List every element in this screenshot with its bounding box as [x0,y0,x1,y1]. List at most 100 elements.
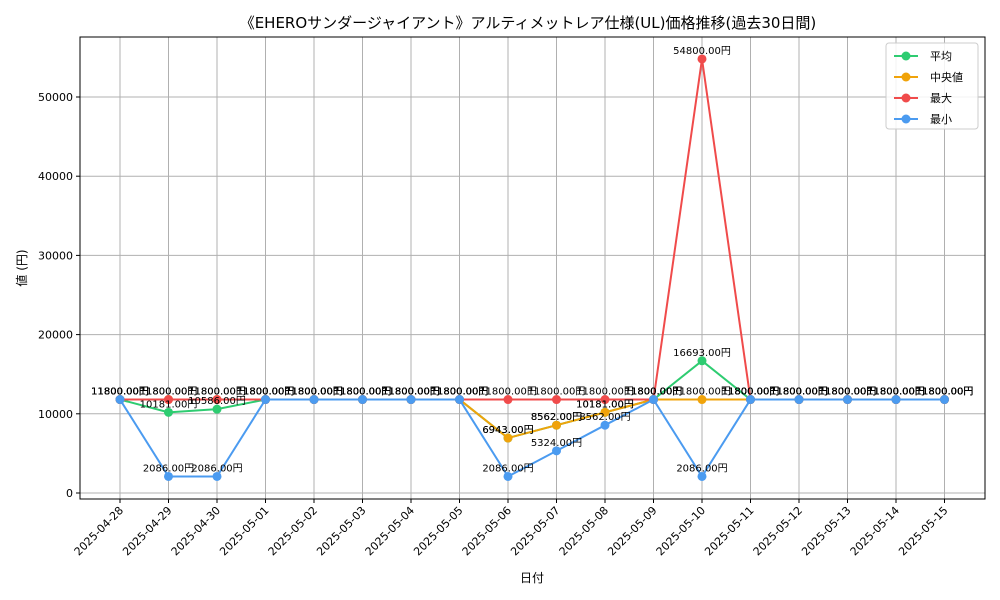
x-tick-label: 2025-05-03 [314,504,368,558]
data-label: 2086.00円 [191,463,242,474]
data-point [164,407,173,417]
data-label: 11800.00円 [625,387,683,398]
y-tick-label: 0 [66,487,73,500]
data-label: 11800.00円 [819,387,877,398]
data-label: 11800.00円 [770,387,828,398]
data-label: 11800.00円 [819,387,877,398]
legend-label: 最小 [930,113,952,126]
data-label: 11800.00円 [916,387,974,398]
data-point [697,54,707,64]
data-label: 11800.00円 [334,387,392,398]
data-point [358,395,367,405]
data-label: 8562.00円 [531,412,582,423]
data-label: 11800.00円 [867,387,925,398]
x-tick-label: 2025-04-28 [72,504,126,558]
data-label: 11800.00円 [334,387,392,398]
x-tick-label: 2025-05-04 [363,504,417,558]
data-label: 10181.00円 [576,399,634,410]
data-label: 11800.00円 [867,387,925,398]
data-point [600,420,610,430]
data-point [697,471,707,481]
series-3 [115,395,949,481]
data-label: 11800.00円 [673,387,731,398]
data-label: 10586.00円 [188,396,246,407]
x-tick-label: 2025-05-10 [654,504,708,558]
x-tick-label: 2025-05-01 [217,504,271,558]
y-tick-label: 20000 [38,329,73,342]
data-label: 11800.00円 [625,387,683,398]
data-point [455,395,464,405]
data-label: 11800.00円 [285,387,343,398]
legend-label: 最大 [930,91,952,105]
data-label: 11800.00円 [140,387,198,398]
x-tick-label: 2025-05-13 [799,504,853,558]
data-label: 11800.00円 [770,387,828,398]
x-tick-label: 2025-04-30 [169,504,223,558]
data-point [261,395,270,405]
data-label: 2086.00円 [482,463,533,474]
x-tick-label: 2025-05-12 [751,504,805,558]
data-label: 11800.00円 [188,387,246,398]
data-point [115,395,125,405]
data-point [794,395,804,405]
data-point [309,395,319,405]
data-label: 54800.00円 [673,46,731,57]
data-label: 11800.00円 [625,387,683,398]
data-label: 8562.00円 [579,412,630,423]
data-label: 11800.00円 [382,387,440,398]
series-2 [115,54,949,405]
data-label: 11800.00円 [916,387,974,398]
series-line [119,398,945,479]
series-line [120,58,945,401]
data-label: 11800.00円 [237,387,295,398]
data-label: 11800.00円 [382,387,440,398]
legend-item: 平均 [894,50,952,63]
x-tick-labels: 2025-04-282025-04-292025-04-302025-05-01… [72,499,951,558]
data-label: 16693.00円 [673,348,731,359]
data-label: 11800.00円 [431,387,489,398]
data-label: 11800.00円 [237,387,295,398]
data-label: 11800.00円 [285,387,343,398]
data-label: 11800.00円 [91,387,149,398]
legend-marker [901,93,911,103]
data-label: 5324.00円 [531,438,582,449]
data-label: 11800.00円 [431,387,489,398]
legend-marker [901,51,911,61]
y-tick-label: 50000 [38,91,73,104]
data-label: 11800.00円 [722,387,780,398]
legend-item: 最小 [894,113,952,126]
data-label: 11800.00円 [770,387,828,398]
data-point [503,433,513,443]
x-tick-label: 2025-05-15 [896,504,950,558]
data-point [503,395,513,405]
data-label: 11800.00円 [140,387,198,398]
data-point [600,395,610,405]
data-label: 6943.00円 [482,425,533,436]
data-label: 8562.00円 [531,412,582,423]
y-tick-labels: 0 10000 20000 30000 40000 50000 [38,91,80,500]
data-point [406,395,416,405]
data-label: 11800.00円 [625,387,683,398]
data-point [552,420,561,430]
data-label: 11800.00円 [722,387,780,398]
legend-marker [901,72,911,82]
data-point [552,446,561,456]
data-label: 11800.00円 [722,387,780,398]
data-label: 11800.00円 [237,387,295,398]
data-label: 2086.00円 [676,463,727,474]
data-label: 11800.00円 [91,387,149,398]
x-tick-label: 2025-05-06 [460,504,514,558]
legend-item: 最大 [894,91,952,105]
data-point [843,395,852,405]
chart-title: 《EHEROサンダージャイアント》アルティメットレア仕様(UL)価格推移(過去3… [240,14,817,32]
data-label: 11800.00円 [770,387,828,398]
data-point [212,395,222,405]
data-label: 11800.00円 [188,387,246,398]
data-label: 11800.00円 [819,387,877,398]
legend-label: 平均 [930,50,952,63]
data-label: 11800.00円 [479,387,537,398]
data-label: 11800.00円 [916,387,974,398]
data-label: 11800.00円 [91,387,149,398]
data-label: 11800.00円 [334,387,392,398]
